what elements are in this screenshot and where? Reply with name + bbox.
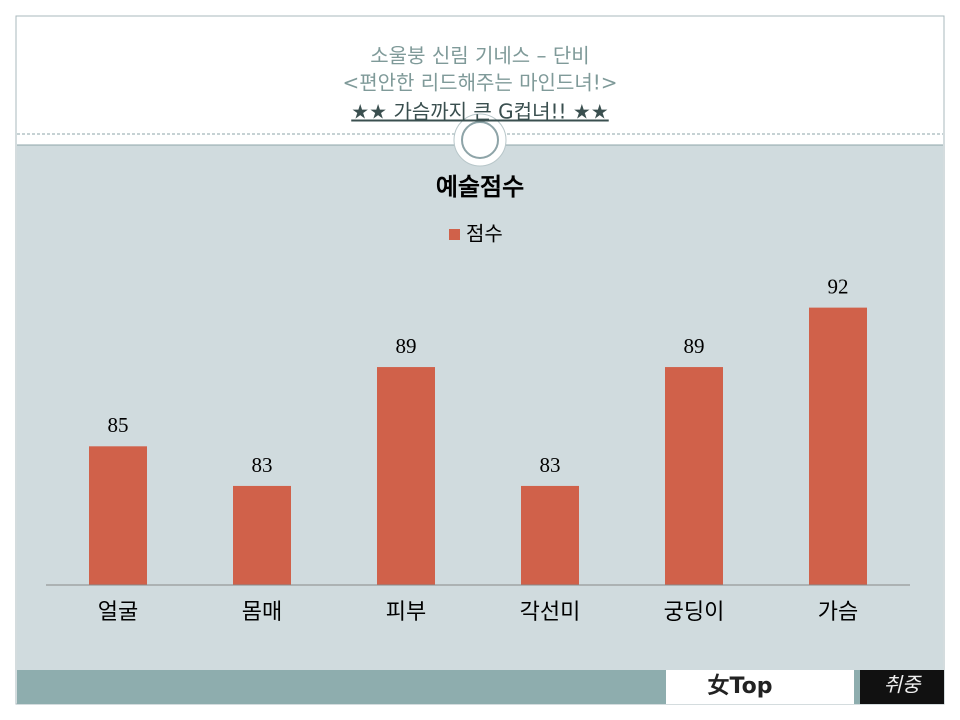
data-label: 83: [252, 453, 273, 477]
logo-box: [666, 670, 854, 704]
chart-title: 예술점수: [436, 173, 524, 201]
data-label: 89: [396, 334, 417, 358]
ornament: [461, 121, 499, 159]
title-line: 소울붕 신림 기네스 – 단비: [370, 44, 589, 68]
title-line: <편안한 리드해주는 마인드녀!>: [342, 71, 617, 95]
bar: [377, 367, 435, 585]
bar: [233, 485, 291, 585]
logo: 女Top: [708, 673, 773, 699]
data-label: 85: [108, 413, 129, 437]
legend-label: 점수: [466, 222, 503, 246]
bar: [809, 307, 867, 585]
title-line: ★★ 가슴까지 큰 G컵녀!! ★★: [351, 100, 608, 124]
logo: 취중: [884, 675, 922, 697]
content-area: [17, 145, 943, 670]
legend-swatch: [449, 229, 460, 240]
x-tick-label: 각선미: [520, 600, 581, 625]
bar: [521, 485, 579, 585]
x-tick-label: 가슴: [818, 600, 858, 625]
bar: [89, 446, 147, 585]
x-tick-label: 몸매: [242, 600, 282, 625]
x-tick-label: 얼굴: [98, 600, 138, 625]
x-tick-label: 궁딩이: [664, 600, 725, 625]
bar: [665, 367, 723, 585]
logo-box: [860, 670, 944, 704]
data-label: 92: [828, 274, 849, 298]
data-label: 83: [540, 453, 561, 477]
x-tick-label: 피부: [386, 600, 426, 625]
data-label: 89: [684, 334, 705, 358]
